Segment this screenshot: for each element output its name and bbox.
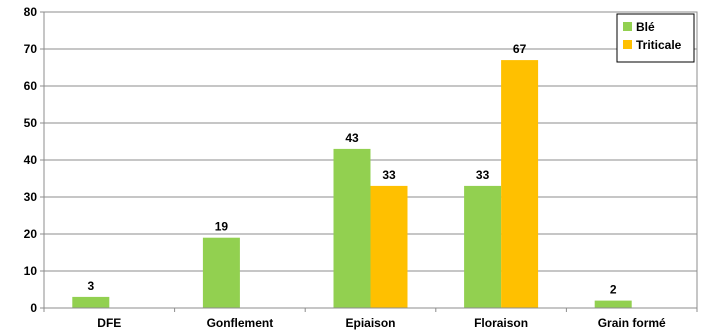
data-label: 33 [382, 168, 396, 182]
data-label: 43 [345, 131, 359, 145]
y-tick-label: 20 [24, 227, 38, 241]
data-label: 33 [476, 168, 490, 182]
legend-swatch [623, 22, 632, 31]
legend: Blé Triticale [616, 13, 695, 63]
y-tick-label: 30 [24, 190, 38, 204]
y-tick-label: 10 [24, 264, 38, 278]
y-tick-label: 70 [24, 42, 38, 56]
bar-bl- [72, 296, 110, 308]
bar-triticale [501, 60, 539, 308]
x-tick-label: DFE [97, 316, 121, 330]
bar-triticale [370, 185, 408, 308]
data-label: 3 [87, 279, 94, 293]
x-tick-label: Epiaison [345, 316, 395, 330]
value-labels: 3 19 43 33 33 67 2 [87, 42, 616, 297]
data-label: 67 [513, 42, 527, 56]
bar-bl- [594, 300, 632, 308]
y-tick-label: 40 [24, 153, 38, 167]
y-tick-label: 0 [30, 301, 37, 315]
bar-bl- [202, 237, 240, 308]
x-tick-label: Gonflement [207, 316, 274, 330]
data-label: 2 [610, 283, 617, 297]
bars [72, 60, 632, 308]
bar-bl- [464, 185, 502, 308]
x-tick-label: Floraison [474, 316, 528, 330]
legend-swatch [623, 40, 632, 49]
axes: 0 10 20 30 40 50 60 70 80 DFE Gonflement Epiaison Fl… [24, 5, 698, 330]
y-tick-label: 60 [24, 79, 38, 93]
y-tick-label: 80 [24, 5, 38, 19]
plot-area-border [43, 11, 698, 309]
data-label: 19 [215, 220, 229, 234]
bar-bl- [333, 148, 371, 308]
x-tick-label: Grain formé [598, 316, 666, 330]
legend-label: Triticale [636, 38, 682, 52]
y-tick-label: 50 [24, 116, 38, 130]
legend-label: Blé [636, 20, 655, 34]
